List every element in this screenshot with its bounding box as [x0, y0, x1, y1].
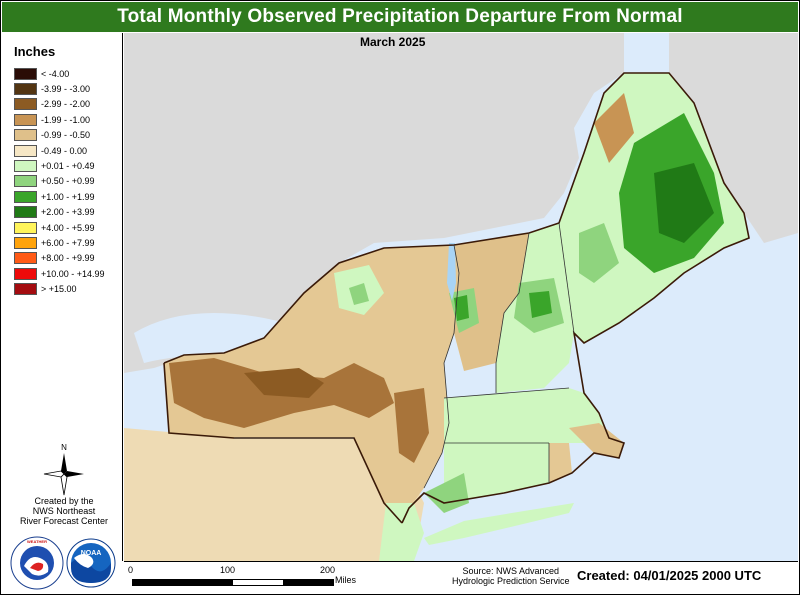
- source-text: Source: NWS Advanced Hydrologic Predicti…: [452, 566, 570, 586]
- state-borders: [234, 222, 575, 489]
- legend-swatch: [14, 175, 37, 188]
- rhode-island-state: [549, 443, 572, 483]
- north-arrow-icon: N: [43, 443, 84, 496]
- noaa-logo-icon: NOAA: [66, 538, 116, 588]
- maine-west-wet: [579, 223, 619, 283]
- map-canvas: [124, 33, 798, 561]
- svg-text:WEATHER: WEATHER: [27, 539, 47, 544]
- connecticut-state: [444, 443, 549, 503]
- wny-very-dry: [244, 368, 324, 398]
- nws-logo-icon: WEATHER: [10, 536, 64, 590]
- maine-very-wet: [654, 163, 714, 243]
- new-jersey-land: [379, 503, 424, 561]
- canada-land: [124, 33, 624, 373]
- map-title: Total Monthly Observed Precipitation Dep…: [2, 2, 798, 32]
- legend-label: -0.99 - -0.50: [41, 130, 91, 141]
- legend-item: +1.00 - +1.99: [14, 189, 105, 204]
- long-island: [424, 503, 574, 545]
- legend-swatch: [14, 206, 37, 219]
- adirondack-wet: [349, 283, 369, 305]
- legend-label: -1.99 - -1.00: [41, 114, 91, 125]
- legend-item: +4.00 - +5.99: [14, 220, 105, 235]
- legend-label: +0.01 - +0.49: [41, 161, 95, 172]
- legend-list: < -4.00 -3.99 - -3.00 -2.99 - -2.00 -1.99 -…: [14, 66, 105, 297]
- precipitation-map[interactable]: [124, 33, 798, 561]
- created-timestamp: Created: 04/01/2025 2000 UTC: [577, 568, 762, 583]
- scale-tick-100: 100: [220, 565, 236, 575]
- credit-text: Created by the NWS Northeast River Forec…: [19, 496, 109, 526]
- legend-item: -2.99 - -2.00: [14, 97, 105, 112]
- hudson-dry-band: [394, 388, 429, 463]
- nh-very-wet: [529, 291, 552, 318]
- legend-item: +10.00 - +14.99: [14, 266, 105, 281]
- legend-title: Inches: [14, 44, 56, 59]
- legend-label: +0.50 - +0.99: [41, 176, 95, 187]
- legend-label: < -4.00: [41, 68, 70, 79]
- legend-swatch: [14, 221, 37, 234]
- legend-label: -0.49 - 0.00: [41, 145, 88, 156]
- legend-label: +8.00 - +9.99: [41, 253, 95, 264]
- legend-label: +1.00 - +1.99: [41, 191, 95, 202]
- noaa-logo-text: NOAA: [81, 550, 102, 557]
- vermont-state: [454, 233, 529, 371]
- legend-swatch: [14, 144, 37, 157]
- massachusetts-state: [444, 388, 609, 443]
- legend-label: +4.00 - +5.99: [41, 222, 95, 233]
- legend-swatch: [14, 129, 37, 142]
- legend-swatch: [14, 160, 37, 173]
- legend-item: +2.00 - +3.99: [14, 205, 105, 220]
- scale-tick-0: 0: [128, 565, 134, 575]
- legend-swatch: [14, 113, 37, 126]
- cape-cod-region: [569, 423, 624, 458]
- legend-label: +2.00 - +3.99: [41, 207, 95, 218]
- new-brunswick-land: [669, 33, 798, 243]
- legend-item: -3.99 - -3.00: [14, 81, 105, 96]
- legend-item: +0.01 - +0.49: [14, 158, 105, 173]
- legend-swatch: [14, 267, 37, 280]
- legend-item: -0.49 - 0.00: [14, 143, 105, 158]
- legend-panel: Inches < -4.00 -3.99 - -3.00 -2.99 - -2.00…: [2, 33, 123, 561]
- legend-item: -0.99 - -0.50: [14, 128, 105, 143]
- legend-label: +6.00 - +7.99: [41, 237, 95, 248]
- legend-swatch: [14, 236, 37, 249]
- north-label: N: [61, 443, 67, 452]
- scale-tick-200: 200: [320, 565, 336, 575]
- legend-label: -2.99 - -2.00: [41, 99, 91, 110]
- champlain-very-wet: [454, 295, 469, 321]
- legend-swatch: [14, 67, 37, 80]
- pennsylvania-land: [124, 428, 424, 561]
- legend-label: +10.00 - +14.99: [41, 268, 105, 279]
- scale-unit: Miles: [335, 575, 357, 585]
- legend-item: > +15.00: [14, 281, 105, 296]
- legend-swatch: [14, 98, 37, 111]
- legend-swatch: [14, 190, 37, 203]
- map-footer: 0 100 200 Miles Source: NWS Advanced Hyd…: [124, 561, 798, 594]
- legend-item: < -4.00: [14, 66, 105, 81]
- legend-label: -3.99 - -3.00: [41, 84, 91, 95]
- legend-item: +0.50 - +0.99: [14, 174, 105, 189]
- legend-swatch: [14, 252, 37, 265]
- legend-swatch: [14, 283, 37, 296]
- scale-bar-graphic: [132, 579, 334, 586]
- ct-sw-wet: [424, 473, 469, 513]
- maine-north-dry: [594, 93, 634, 163]
- legend-item: -1.99 - -1.00: [14, 112, 105, 127]
- lake-champlain: [447, 243, 456, 301]
- legend-item: +8.00 - +9.99: [14, 251, 105, 266]
- legend-label: > +15.00: [41, 284, 77, 295]
- legend-item: +6.00 - +7.99: [14, 235, 105, 250]
- map-subtitle: March 2025: [360, 35, 426, 49]
- legend-swatch: [14, 83, 37, 96]
